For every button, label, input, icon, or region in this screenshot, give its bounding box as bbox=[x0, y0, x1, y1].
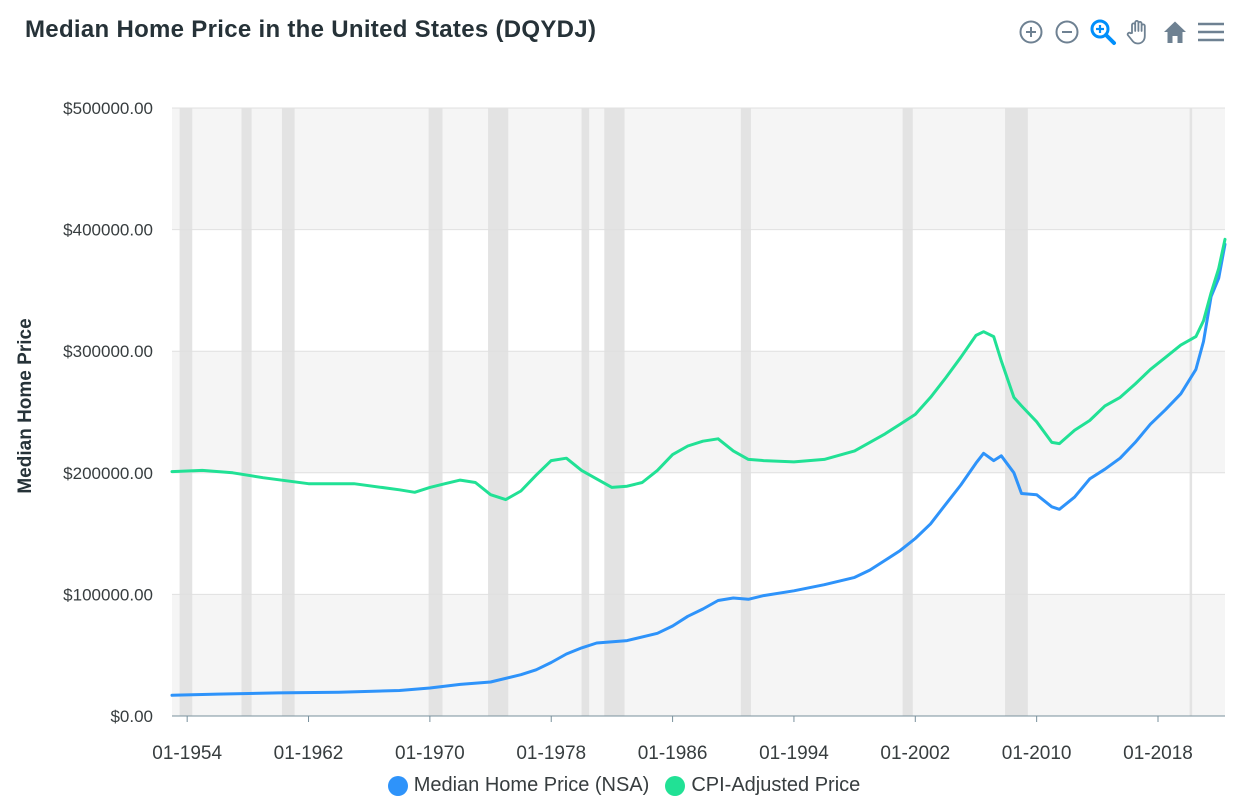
legend-item-cpi[interactable]: CPI-Adjusted Price bbox=[665, 774, 860, 797]
legend-marker-nsa bbox=[387, 775, 408, 796]
y-tick-label: $500000.00 bbox=[63, 99, 153, 118]
recession-band bbox=[179, 108, 193, 716]
x-tick-label: 01-2018 bbox=[1123, 743, 1193, 764]
legend-label-cpi: CPI-Adjusted Price bbox=[691, 774, 861, 796]
x-tick-label: 01-2002 bbox=[880, 743, 950, 764]
x-tick-label: 01-1970 bbox=[395, 743, 465, 764]
reset-zoom-button[interactable] bbox=[1160, 17, 1190, 47]
recession-band bbox=[1189, 108, 1193, 716]
recession-band bbox=[604, 108, 625, 716]
zoom-out-icon bbox=[1055, 20, 1079, 44]
recession-band bbox=[428, 108, 443, 716]
pan-hand-icon bbox=[1126, 20, 1146, 45]
menu-icon bbox=[1198, 22, 1224, 42]
home-reset-icon bbox=[1164, 21, 1186, 43]
zoom-in-button[interactable] bbox=[1016, 17, 1046, 47]
chart-legend: Median Home Price (NSA) CPI-Adjusted Pri… bbox=[0, 774, 1248, 797]
grid-band bbox=[172, 108, 1225, 230]
chart-title: Median Home Price in the United States (… bbox=[25, 16, 597, 43]
y-tick-label: $0.00 bbox=[110, 707, 153, 726]
grid-band bbox=[172, 594, 1225, 716]
y-tick-label: $100000.00 bbox=[63, 585, 153, 604]
legend-marker-cpi bbox=[665, 775, 686, 796]
x-tick-label: 01-1986 bbox=[638, 743, 708, 764]
recession-band bbox=[902, 108, 913, 716]
recession-band bbox=[740, 108, 751, 716]
legend-label-nsa: Median Home Price (NSA) bbox=[413, 774, 650, 796]
y-axis-title: Median Home Price bbox=[15, 318, 36, 493]
grid-band bbox=[172, 351, 1225, 473]
x-tick-label: 01-2010 bbox=[1002, 743, 1072, 764]
recession-band bbox=[1005, 108, 1028, 716]
recession-band bbox=[241, 108, 252, 716]
series-line-nsa bbox=[170, 242, 1227, 697]
x-tick-label: 01-1962 bbox=[274, 743, 344, 764]
x-tick-label: 01-1978 bbox=[516, 743, 586, 764]
x-tick-label: 01-1954 bbox=[152, 743, 222, 764]
selection-zoom-button[interactable] bbox=[1088, 17, 1118, 47]
selection-zoom-icon bbox=[1090, 19, 1116, 45]
zoom-out-button[interactable] bbox=[1052, 17, 1082, 47]
chart-menu-button[interactable] bbox=[1196, 17, 1226, 47]
legend-item-nsa[interactable]: Median Home Price (NSA) bbox=[387, 774, 650, 797]
x-tick-label: 01-1994 bbox=[759, 743, 829, 764]
recession-band bbox=[281, 108, 295, 716]
series-line-cpi bbox=[170, 237, 1227, 502]
pan-button[interactable] bbox=[1124, 17, 1154, 47]
y-tick-label: $400000.00 bbox=[63, 221, 153, 240]
y-tick-label: $300000.00 bbox=[63, 342, 153, 361]
recession-band bbox=[581, 108, 590, 716]
zoom-in-icon bbox=[1019, 20, 1043, 44]
y-tick-label: $200000.00 bbox=[63, 464, 153, 483]
recession-band bbox=[488, 108, 509, 716]
chart-toolbar bbox=[1016, 16, 1226, 48]
